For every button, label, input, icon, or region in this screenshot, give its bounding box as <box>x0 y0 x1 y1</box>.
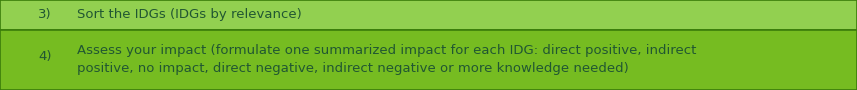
Text: Assess your impact (formulate one summarized impact for each IDG: direct positiv: Assess your impact (formulate one summar… <box>77 44 697 76</box>
Bar <box>0 0 857 30</box>
Text: 4): 4) <box>38 50 51 63</box>
Text: Sort the IDGs (IDGs by relevance): Sort the IDGs (IDGs by relevance) <box>77 8 302 22</box>
Text: 3): 3) <box>38 8 51 22</box>
Bar <box>0 30 857 90</box>
